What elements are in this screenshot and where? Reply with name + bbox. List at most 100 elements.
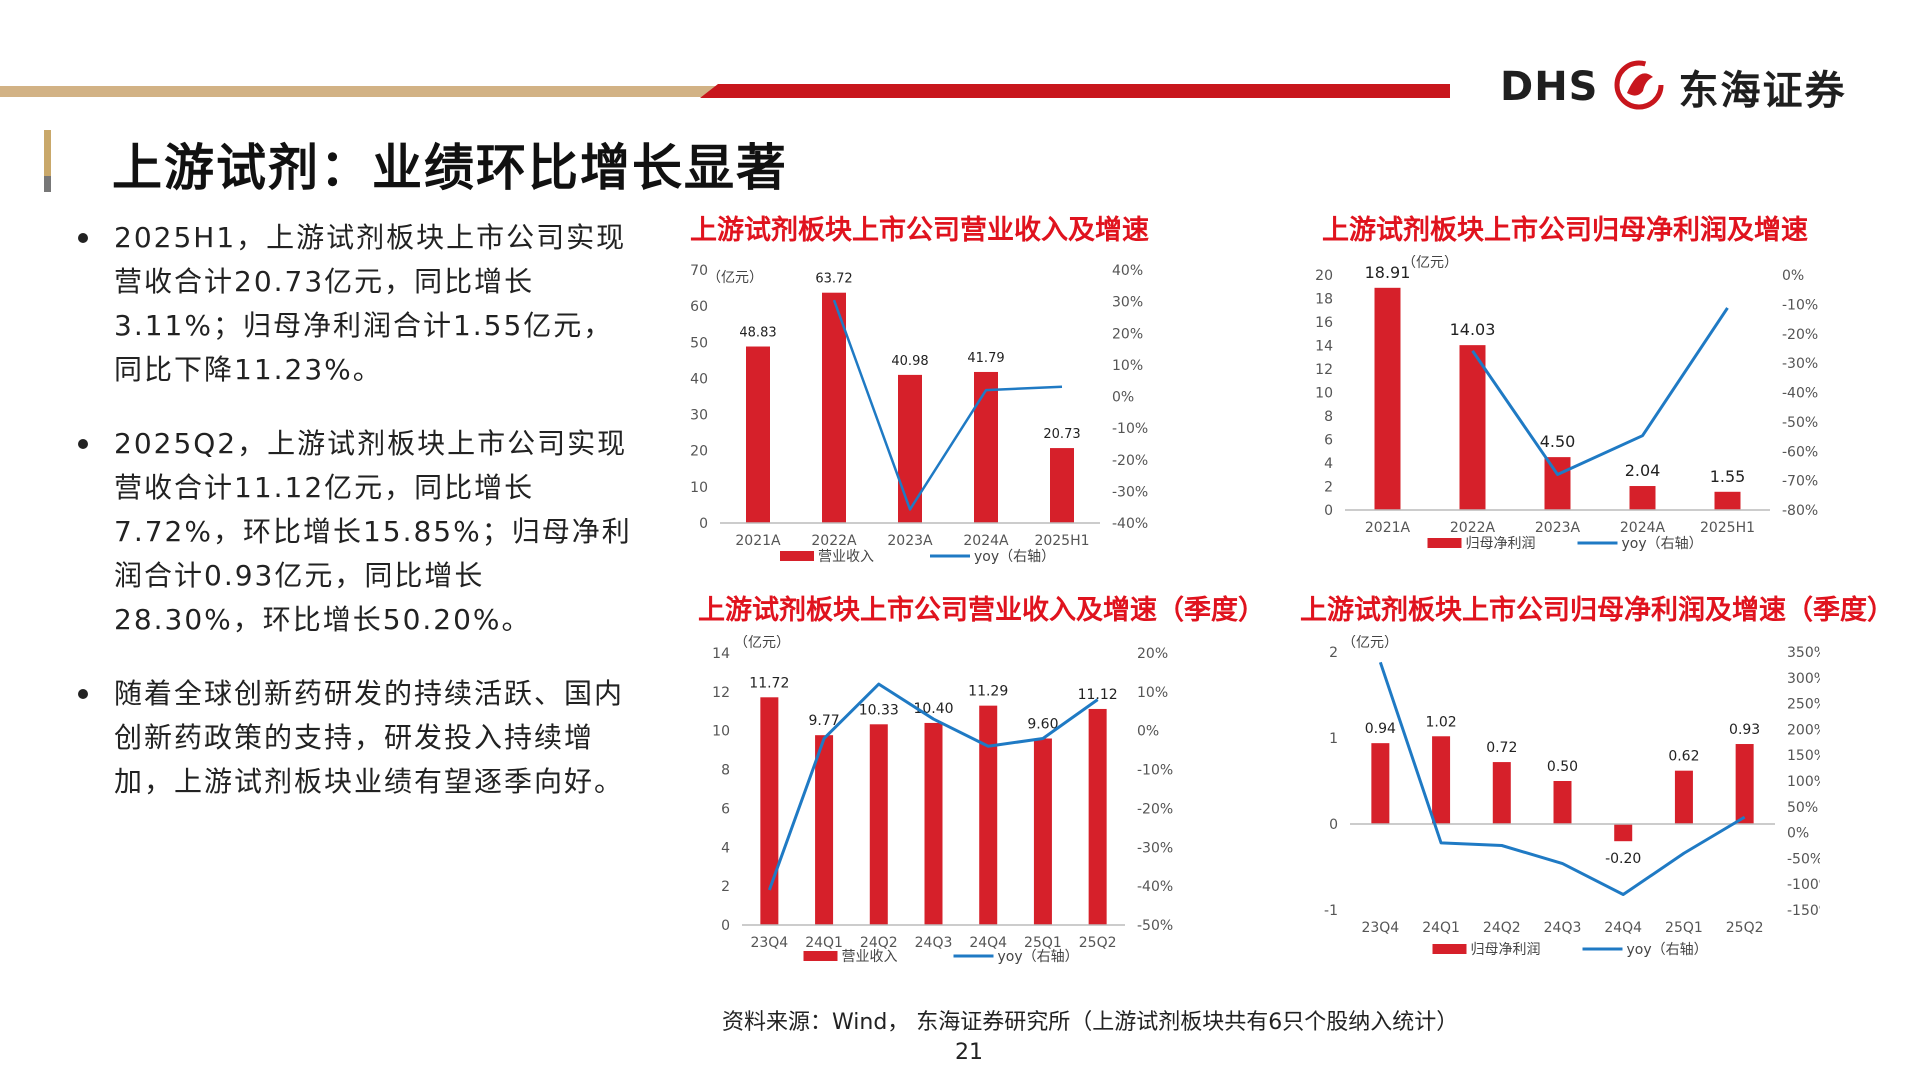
x-tick-label: 2022A — [1450, 520, 1496, 536]
y-tick-label: 70 — [690, 263, 708, 279]
yoy-line — [767, 682, 1099, 891]
x-tick-label: 2025H1 — [1700, 520, 1755, 536]
y-tick-label: 1 — [1329, 731, 1338, 747]
y2-tick-label: 30% — [1112, 295, 1143, 311]
bullet-dot-icon — [78, 233, 88, 243]
y2-tick-label: -10% — [1112, 421, 1148, 437]
y-tick-label: 20 — [690, 444, 708, 460]
y2-tick-label: -10% — [1782, 297, 1818, 313]
y2-tick-label: 150% — [1787, 748, 1820, 764]
dragon-logo-icon — [1609, 55, 1669, 119]
bullet-item: 2025Q2，上游试剂板块上市公司实现营收合计11.12亿元，同比增长7.72%… — [72, 422, 632, 642]
legend-line-label: yoy（右轴） — [998, 949, 1079, 965]
x-tick-label: 25Q1 — [1024, 935, 1062, 951]
y-tick-label: 8 — [721, 763, 730, 779]
bar-data-label: 10.33 — [859, 702, 899, 718]
y-tick-label: 4 — [1324, 456, 1333, 472]
y-tick-label: 60 — [690, 299, 708, 315]
y2-tick-label: -20% — [1137, 801, 1173, 817]
y2-tick-label: 50% — [1787, 800, 1818, 816]
header-red-bar — [700, 84, 1450, 98]
y2-tick-label: 10% — [1137, 685, 1168, 701]
bar-data-label: 40.98 — [891, 354, 928, 369]
legend-bar-label: 归母净利润 — [1466, 535, 1536, 552]
x-tick-label: 2023A — [1535, 520, 1581, 536]
bar-data-label: 1.02 — [1425, 714, 1456, 730]
bar — [1050, 448, 1074, 523]
bar — [869, 724, 888, 925]
x-tick-label: 23Q4 — [750, 935, 788, 951]
bar-data-label: 9.77 — [808, 713, 839, 729]
bar-data-label: 48.83 — [739, 326, 776, 341]
x-tick-label: 24Q2 — [1483, 920, 1521, 936]
y-tick-label: 40 — [690, 371, 708, 387]
revenue-annual-chart: 0 10 20 30 40 50 60 70 -40% -30% -20% -10% 0% 10% 20% 3… — [690, 263, 1148, 565]
y2-tick-label: -10% — [1137, 763, 1173, 779]
bar-data-label: 9.60 — [1027, 716, 1058, 732]
bullet-dot-icon — [78, 439, 88, 449]
y2-tick-label: 350% — [1787, 645, 1820, 661]
x-tick-label: 2024A — [963, 533, 1009, 549]
legend-line-label: yoy（右轴） — [974, 549, 1055, 565]
bar — [746, 346, 770, 523]
bullet-dot-icon — [78, 689, 88, 699]
y-tick-label: 30 — [690, 408, 708, 424]
y2-tick-label: -50% — [1787, 851, 1820, 867]
title-accent-bar-grey — [44, 176, 51, 192]
bar — [815, 735, 834, 925]
bar-data-label: 0.72 — [1486, 740, 1517, 756]
bar-data-label: 2.04 — [1625, 461, 1661, 480]
y-tick-label: 18 — [1315, 292, 1333, 308]
y-tick-label: 50 — [690, 335, 708, 351]
y2-tick-label: 300% — [1787, 671, 1820, 687]
y-tick-label: 0 — [1324, 503, 1333, 519]
bullet-item: 2025H1，上游试剂板块上市公司实现营收合计20.73亿元，同比增长3.11%… — [72, 216, 632, 392]
bullet-list: 2025H1，上游试剂板块上市公司实现营收合计20.73亿元，同比增长3.11%… — [72, 216, 632, 834]
y-tick-label: 8 — [1324, 409, 1333, 425]
y2-tick-label: -100% — [1787, 877, 1820, 893]
page-title: 上游试剂：业绩环比增长显著 — [112, 139, 788, 197]
x-tick-label: 24Q3 — [915, 935, 953, 951]
y-tick-label: 6 — [1324, 433, 1333, 449]
legend-bar-label: 营业收入 — [818, 549, 874, 565]
bar — [760, 697, 779, 925]
y2-tick-label: -40% — [1782, 386, 1818, 402]
x-tick-label: 25Q2 — [1726, 920, 1764, 936]
legend-bar-label: 归母净利润 — [1471, 941, 1541, 958]
source-note: 资料来源：Wind， 东海证券研究所（上游试剂板块共有6只个股纳入统计） — [722, 1010, 1459, 1035]
legend-bar-swatch — [780, 551, 814, 561]
bar-data-label: 11.29 — [968, 684, 1008, 700]
y2-tick-label: 100% — [1787, 774, 1820, 790]
x-tick-label: 24Q2 — [860, 935, 898, 951]
y2-tick-label: -30% — [1137, 840, 1173, 856]
y2-tick-label: 0% — [1787, 826, 1809, 842]
y2-tick-label: -40% — [1112, 516, 1148, 532]
y-tick-label: 2 — [1329, 645, 1338, 661]
y2-tick-label: -50% — [1782, 415, 1818, 431]
y2-tick-label: 40% — [1112, 263, 1143, 279]
y-tick-label: 10 — [690, 480, 708, 496]
bullet-text: 随着全球创新药研发的持续活跃、国内创新药政策的支持，研发投入持续增加，上游试剂板… — [114, 677, 625, 798]
bar-data-label: 0.93 — [1729, 722, 1760, 738]
bar — [924, 722, 943, 925]
y2-tick-label: -30% — [1112, 484, 1148, 500]
y-tick-label: 2 — [721, 879, 730, 895]
bullet-text: 2025Q2，上游试剂板块上市公司实现营收合计11.12亿元，同比增长7.72%… — [114, 427, 632, 636]
yoy-line — [1378, 661, 1746, 897]
y-tick-label: 6 — [721, 801, 730, 817]
y-tick-label: 0 — [1329, 817, 1338, 833]
y2-tick-label: 0% — [1782, 268, 1804, 284]
y-tick-label: 20 — [1315, 268, 1333, 284]
x-tick-label: 24Q3 — [1544, 920, 1582, 936]
y-tick-label: 10 — [1315, 386, 1333, 402]
y-tick-label: 14 — [712, 646, 730, 662]
y2-tick-label: -60% — [1782, 444, 1818, 460]
x-tick-label: 25Q2 — [1079, 935, 1117, 951]
y-tick-label: 0 — [721, 918, 730, 934]
y-tick-label: 10 — [712, 724, 730, 740]
bar — [1371, 743, 1390, 824]
unit-label: （亿元） — [734, 635, 790, 651]
x-tick-label: 24Q4 — [1604, 920, 1642, 936]
y-tick-label: 14 — [1315, 339, 1333, 355]
y2-tick-label: -50% — [1137, 918, 1173, 934]
